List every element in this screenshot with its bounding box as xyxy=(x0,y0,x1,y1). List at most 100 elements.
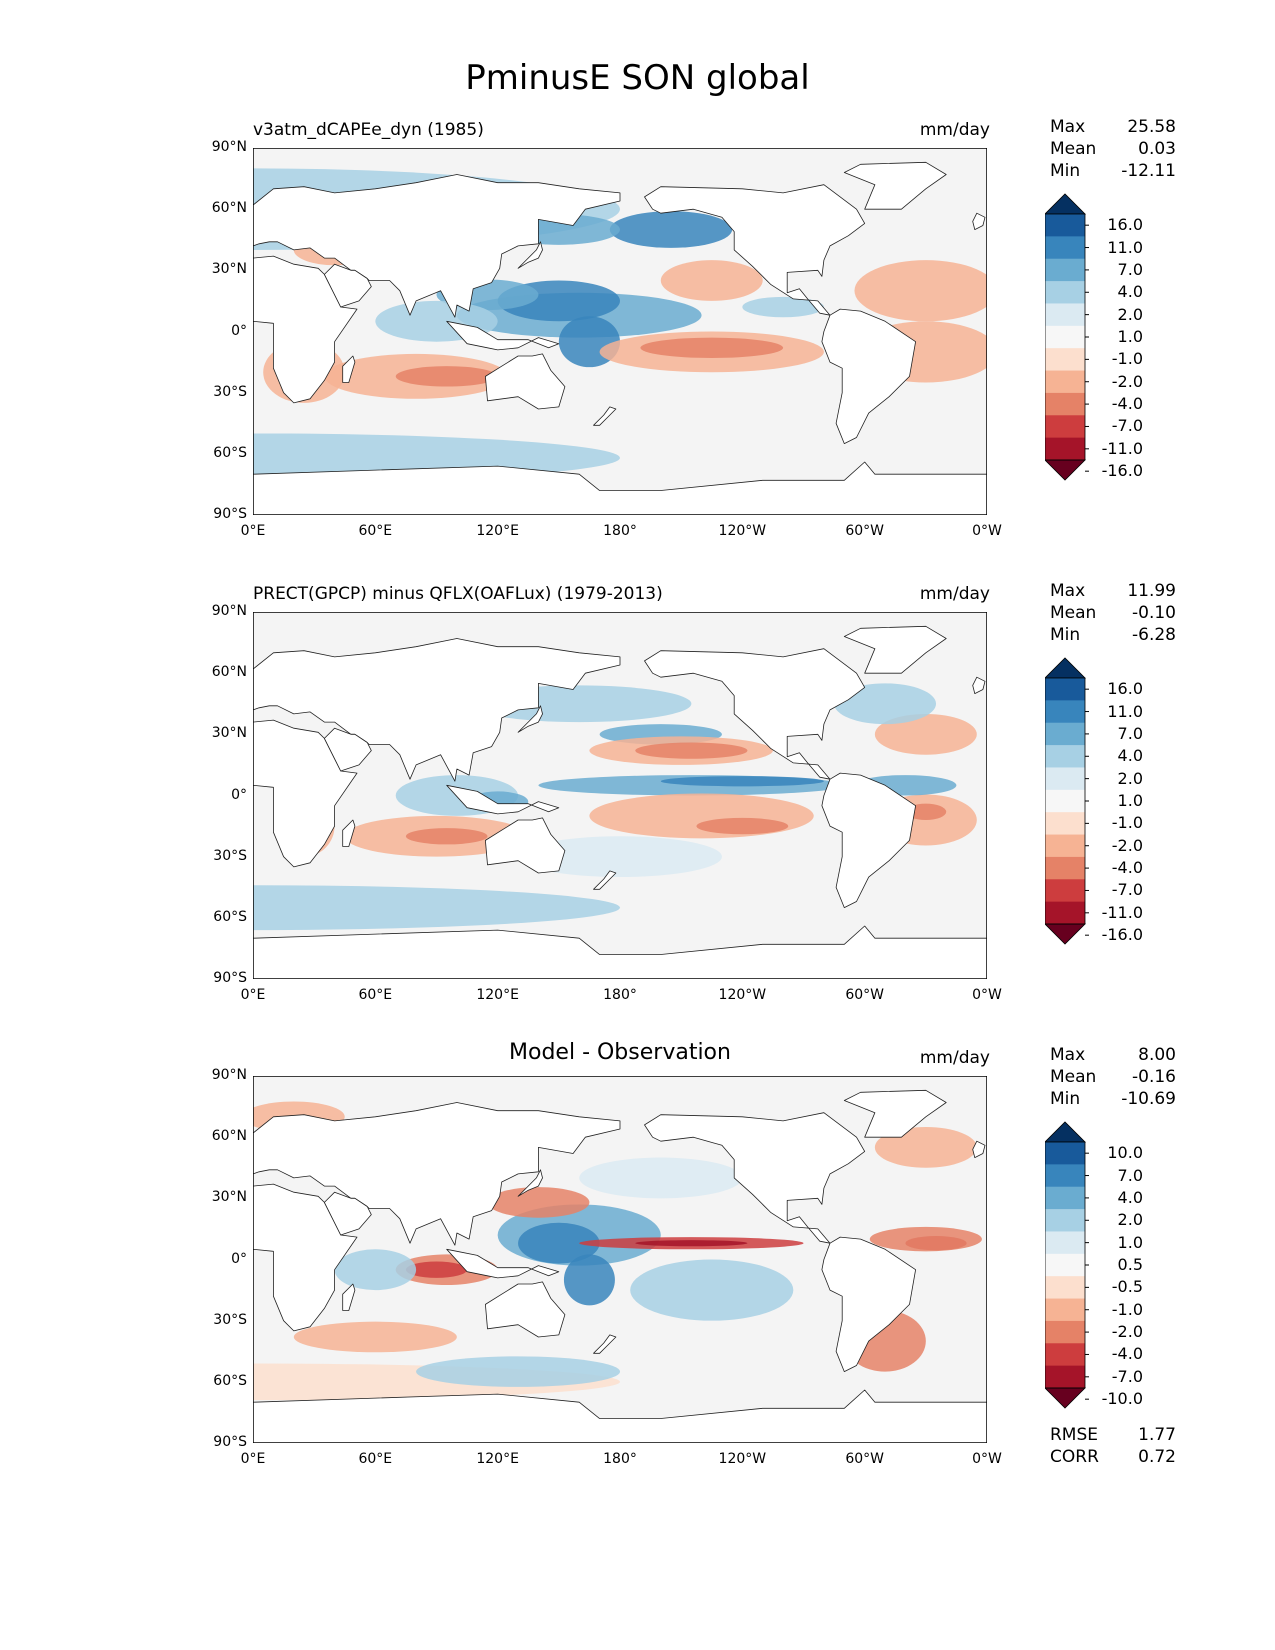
contour-patch xyxy=(518,836,722,878)
stat-label: Min xyxy=(1050,161,1081,181)
x-tick-label: 0°W xyxy=(972,523,1002,539)
land-uk xyxy=(972,1140,986,1158)
land-indonesia xyxy=(446,1248,560,1279)
contour-patch xyxy=(405,828,488,845)
x-tick-label: 0°W xyxy=(972,987,1002,1003)
colorbar-extend-top xyxy=(1045,193,1086,215)
colorbar-segment xyxy=(1045,392,1085,416)
contour-patch xyxy=(395,366,498,387)
colorbar-label: -7.0 xyxy=(1111,1366,1143,1386)
stat-value: -10.69 xyxy=(1121,1089,1176,1109)
contour-patch xyxy=(563,1254,615,1306)
contour-patch xyxy=(487,1187,590,1218)
colorbar-label: -7.0 xyxy=(1111,880,1143,900)
stat-value: -0.10 xyxy=(1132,603,1176,623)
contour-patch xyxy=(696,817,789,835)
land-antarctica xyxy=(253,1389,987,1443)
stat-value: -12.11 xyxy=(1121,161,1176,181)
land-japan xyxy=(517,705,543,733)
colorbar-label: -4.0 xyxy=(1111,394,1143,414)
colorbar-label: 4.0 xyxy=(1117,282,1143,302)
contour-patch xyxy=(869,1226,982,1252)
x-tick-label: 180° xyxy=(603,987,637,1003)
colorbar-segment xyxy=(1045,856,1085,880)
land-madagascar xyxy=(342,1283,356,1311)
continents xyxy=(253,161,987,515)
metric-label: CORR xyxy=(1050,1447,1099,1467)
land-samerica xyxy=(821,772,916,909)
x-tick-label: 60°E xyxy=(358,1451,393,1467)
x-tick-label: 120°E xyxy=(476,987,519,1003)
stat-value: 25.58 xyxy=(1127,117,1176,137)
colorbar-segment xyxy=(1045,745,1085,768)
colorbar xyxy=(1045,657,1089,945)
land-namerica xyxy=(644,648,866,780)
colorbar-extend-top xyxy=(1045,1121,1086,1143)
y-tick-label: 90°N xyxy=(211,1067,247,1083)
land-indonesia xyxy=(446,784,560,815)
colorbar-segment xyxy=(1045,812,1085,836)
colorbar-segment xyxy=(1045,236,1085,260)
contour-patch xyxy=(416,1356,620,1387)
contour-patch xyxy=(854,260,987,322)
colorbar-segment xyxy=(1045,678,1085,701)
stat-label: Max xyxy=(1050,1045,1086,1065)
y-tick-label: 90°S xyxy=(213,970,247,986)
land-madagascar xyxy=(342,819,356,847)
colorbar-segment xyxy=(1045,1253,1085,1277)
plot-title: Model - Observation xyxy=(509,1040,731,1065)
colorbar-segment xyxy=(1045,1365,1085,1389)
y-tick-label: 30°S xyxy=(213,847,247,864)
contour-patch xyxy=(640,337,784,359)
y-tick-label: 60°N xyxy=(211,1128,247,1145)
panel-model: v3atm_dCAPEe_dyn (1985) mm/day Max 25.58 … xyxy=(0,117,1275,590)
x-tick-label: 60°W xyxy=(845,523,884,539)
land-africa xyxy=(253,1183,358,1332)
land-australia xyxy=(484,353,566,410)
contour-patch xyxy=(742,296,824,318)
stat-label: Min xyxy=(1050,1089,1081,1109)
colorbar-label: 1.0 xyxy=(1117,791,1143,810)
colorbar-label: -2.0 xyxy=(1111,835,1143,855)
colorbar-segment xyxy=(1045,1276,1085,1300)
y-tick-label: 30°S xyxy=(213,383,247,400)
units-label: mm/day xyxy=(919,120,990,140)
colorbar-segment xyxy=(1045,370,1085,394)
colorbar-segment xyxy=(1045,415,1085,439)
continents xyxy=(253,1089,987,1443)
page-title: PminusE SON global xyxy=(465,58,810,98)
stat-value: -0.16 xyxy=(1132,1067,1176,1087)
units-label: mm/day xyxy=(919,1048,990,1068)
y-tick-label: 90°S xyxy=(213,506,247,522)
colorbar-label: 16.0 xyxy=(1107,215,1143,235)
stats-block: Max 8.00 Mean -0.16 Min -10.69 xyxy=(1050,1044,1176,1110)
x-tick-label: 60°W xyxy=(845,987,884,1003)
colorbar-segment xyxy=(1045,700,1085,724)
colorbar-label: -4.0 xyxy=(1111,1344,1143,1364)
land-japan xyxy=(517,1169,543,1197)
land-japan xyxy=(517,241,543,269)
colorbar-segment xyxy=(1045,1298,1085,1322)
colorbar-label: 0.5 xyxy=(1117,1255,1143,1274)
colorbar-extend-top xyxy=(1045,657,1086,679)
colorbar-segment xyxy=(1045,834,1085,858)
colorbar-label: 1.0 xyxy=(1117,327,1143,346)
land-uk xyxy=(972,212,986,230)
colorbar-label: 2.0 xyxy=(1117,304,1143,324)
colorbar-label: 7.0 xyxy=(1117,259,1143,279)
x-tick-label: 180° xyxy=(603,523,637,539)
land-samerica xyxy=(821,1236,916,1373)
plot-title: PRECT(GPCP) minus QFLX(OAFLux) (1979-201… xyxy=(253,584,663,604)
colorbar-extend-bottom xyxy=(1045,1387,1086,1409)
land-nz xyxy=(593,870,617,890)
colorbar-label: -11.0 xyxy=(1101,902,1143,922)
stats-block: Max 11.99 Mean -0.10 Min -6.28 xyxy=(1050,580,1176,646)
colorbar-extend-bottom xyxy=(1045,923,1086,945)
land-nz xyxy=(593,406,617,426)
y-tick-label: 0° xyxy=(231,322,247,339)
land-greenland xyxy=(843,1089,947,1138)
colorbar-segment xyxy=(1045,303,1085,327)
metric-value: 0.72 xyxy=(1138,1447,1176,1467)
land-australia xyxy=(484,817,566,874)
stat-label: Mean xyxy=(1050,1067,1097,1087)
